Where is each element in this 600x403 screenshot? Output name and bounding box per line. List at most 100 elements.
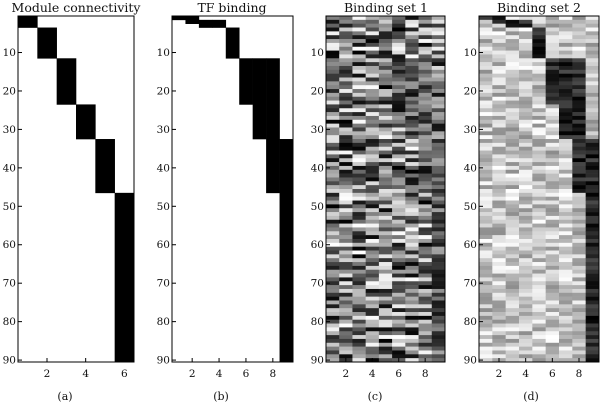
- heat-cell: [545, 273, 560, 278]
- heat-cell: [505, 238, 520, 244]
- heat-cell: [585, 173, 600, 178]
- heat-cell: [572, 242, 586, 247]
- heat-cell: [365, 277, 380, 282]
- heat-cell: [326, 196, 340, 201]
- heat-cell: [405, 192, 419, 197]
- heat-cell: [431, 308, 446, 313]
- block-col-6: [114, 192, 135, 363]
- heat-cell: [532, 165, 546, 171]
- heat-cell: [519, 323, 533, 328]
- heat-cell: [339, 173, 353, 178]
- heat-cell: [585, 189, 600, 194]
- heat-cell: [431, 238, 446, 244]
- heat-cell: [392, 69, 406, 74]
- heat-cell: [532, 50, 546, 55]
- heat-cell: [405, 296, 419, 301]
- heat-cell: [492, 242, 506, 247]
- heat-cell: [505, 89, 520, 94]
- heat-cell: [352, 265, 366, 271]
- heat-cell: [352, 162, 366, 167]
- heat-cell: [505, 127, 520, 132]
- heat-cell: [492, 27, 506, 32]
- heat-cell: [392, 304, 406, 309]
- heat-cell: [392, 146, 406, 151]
- heat-cell: [519, 69, 533, 74]
- ytick-label: 80: [464, 316, 477, 328]
- heat-cell: [585, 181, 600, 186]
- heat-cell: [572, 215, 586, 221]
- heat-cell: [365, 31, 380, 36]
- heat-cell: [326, 73, 340, 78]
- heat-cell: [326, 142, 340, 148]
- heat-cell: [352, 58, 366, 63]
- heat-cell: [532, 200, 546, 205]
- heat-cell: [585, 296, 600, 301]
- heat-cell: [572, 335, 586, 340]
- heat-cell: [405, 127, 419, 132]
- heat-cell: [545, 304, 560, 309]
- heat-cell: [326, 123, 340, 128]
- heat-cell: [519, 85, 533, 90]
- heat-cell: [532, 77, 546, 82]
- heat-cell: [585, 338, 600, 344]
- heat-cell: [585, 169, 600, 174]
- heat-cell: [365, 242, 380, 247]
- heat-cell: [405, 304, 419, 309]
- heat-cell: [378, 162, 393, 167]
- heat-cell: [431, 54, 446, 59]
- heat-cell: [519, 146, 533, 151]
- heat-cell: [365, 158, 380, 163]
- heat-cell: [479, 315, 493, 321]
- heat-cell: [339, 331, 353, 336]
- heat-cell: [365, 269, 380, 274]
- heat-cell: [519, 192, 533, 197]
- heat-cell: [545, 73, 560, 78]
- heat-cell: [418, 23, 433, 28]
- heat-cell: [559, 69, 573, 74]
- heat-cell: [326, 223, 340, 228]
- heat-cell: [365, 312, 380, 317]
- heat-cell: [339, 85, 353, 90]
- heat-cell: [326, 254, 340, 259]
- heat-cell: [532, 250, 546, 255]
- heat-cell: [418, 50, 433, 55]
- heat-cell: [378, 123, 393, 128]
- panel-d-frame: [478, 15, 600, 363]
- heat-cell: [378, 346, 393, 351]
- heat-cell: [519, 254, 533, 259]
- heat-cell: [392, 277, 406, 282]
- heat-cell: [585, 208, 600, 213]
- heat-cell: [519, 123, 533, 128]
- heat-cell: [519, 131, 533, 136]
- heat-cell: [505, 262, 520, 267]
- heat-cell: [479, 196, 493, 201]
- heat-cell: [431, 115, 446, 121]
- heat-cell: [365, 77, 380, 82]
- heat-cell: [492, 135, 506, 140]
- heat-cell: [479, 31, 493, 36]
- heat-cell: [352, 169, 366, 174]
- heat-cell: [405, 62, 419, 67]
- heat-cell: [339, 235, 353, 240]
- heat-cell: [392, 81, 406, 86]
- heat-cell: [431, 73, 446, 78]
- heat-cell: [352, 327, 366, 332]
- heat-cell: [418, 46, 433, 51]
- heat-cell: [505, 142, 520, 148]
- heat-cell: [505, 335, 520, 340]
- heat-cell: [559, 296, 573, 301]
- heat-cell: [585, 212, 600, 217]
- heat-cell: [585, 312, 600, 317]
- heat-cell: [392, 315, 406, 321]
- heat-cell: [585, 119, 600, 124]
- heat-cell: [572, 100, 586, 105]
- heat-cell: [559, 315, 573, 321]
- heat-cell: [559, 319, 573, 324]
- heat-cell: [431, 154, 446, 159]
- heat-cell: [532, 139, 546, 144]
- heat-cell: [405, 269, 419, 274]
- heat-cell: [479, 46, 493, 51]
- heat-cell: [365, 100, 380, 105]
- heat-cell: [492, 69, 506, 74]
- heat-cell: [572, 219, 586, 224]
